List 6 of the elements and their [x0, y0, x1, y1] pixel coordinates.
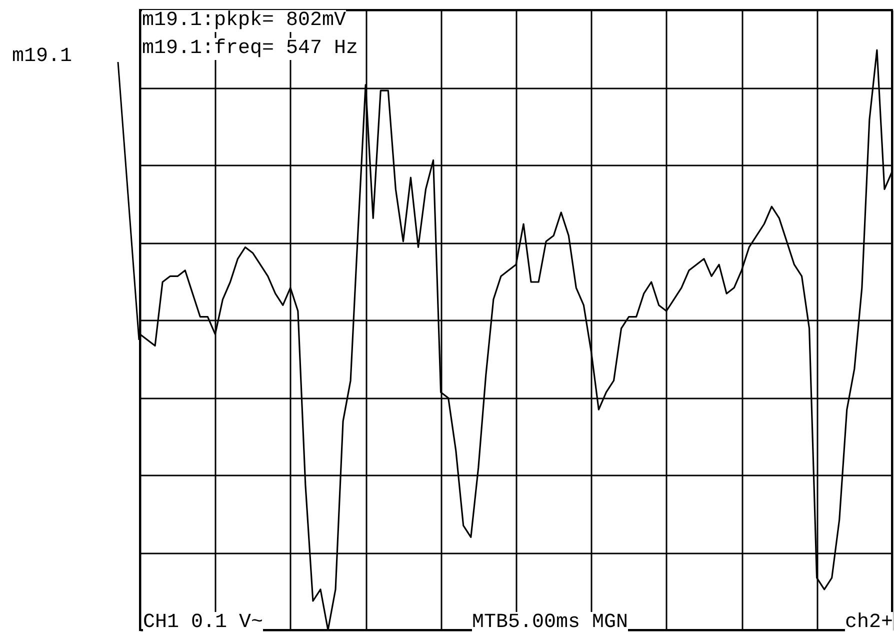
annotation: CH1 0.1 V~ [143, 611, 264, 634]
annotation: ch2+ [845, 611, 894, 634]
annotation: MTB5.00ms MGN [472, 611, 628, 634]
annotation: m19.1:freq= 547 Hz [142, 37, 358, 60]
text: m19.1 [12, 45, 72, 68]
text: m19.1:pkpk= 802mV [142, 9, 346, 32]
